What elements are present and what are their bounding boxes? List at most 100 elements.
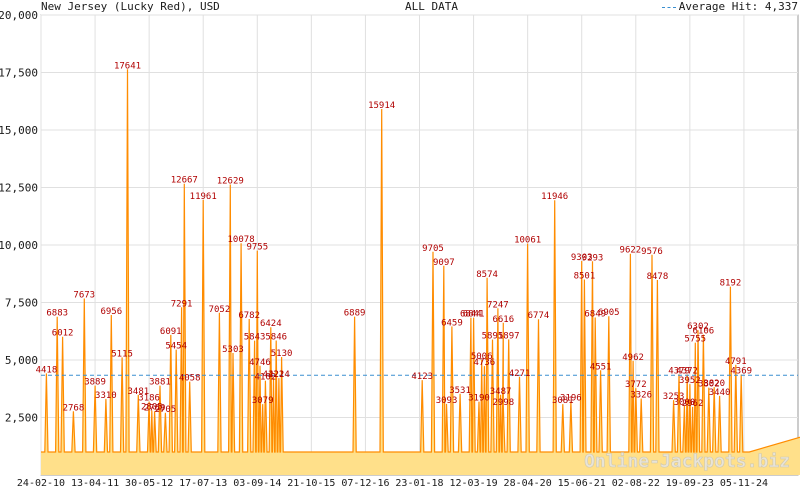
y-tick-label: 5,000 bbox=[5, 354, 38, 367]
range-label: ALL DATA bbox=[405, 0, 458, 13]
data-label: 4271 bbox=[509, 369, 531, 379]
data-label: 5755 bbox=[684, 335, 706, 345]
x-tick-label: 21-10-15 bbox=[287, 478, 335, 489]
x-tick-label: 05-11-24 bbox=[720, 478, 768, 489]
x-tick-label: 03-09-14 bbox=[233, 478, 281, 489]
data-label: 7673 bbox=[73, 291, 95, 301]
data-label: 6841 bbox=[463, 310, 485, 320]
y-tick-label: 10,000 bbox=[0, 239, 38, 252]
data-label: 9576 bbox=[641, 247, 663, 257]
data-label: 5897 bbox=[498, 331, 520, 341]
data-label: 4551 bbox=[590, 362, 612, 372]
chart-title: New Jersey (Lucky Red), USD bbox=[41, 0, 220, 13]
x-tick-label: 07-12-16 bbox=[341, 478, 389, 489]
data-label: 4746 bbox=[249, 358, 271, 368]
data-label: 3772 bbox=[625, 380, 647, 390]
data-label: 9097 bbox=[433, 258, 455, 268]
data-label: 4058 bbox=[179, 374, 201, 384]
data-label: 3310 bbox=[95, 391, 117, 401]
data-label: 3326 bbox=[630, 391, 652, 401]
data-label: 4372 bbox=[676, 366, 698, 376]
x-tick-label: 02-08-22 bbox=[612, 478, 660, 489]
data-label: 3196 bbox=[560, 393, 582, 403]
data-label: 4222 bbox=[263, 370, 285, 380]
data-label: 3481 bbox=[127, 387, 149, 397]
data-label: 8478 bbox=[647, 272, 669, 282]
legend: Average Hit: 4,337 bbox=[661, 0, 798, 14]
data-label: 2768 bbox=[63, 403, 85, 413]
data-label: 5130 bbox=[271, 349, 293, 359]
data-label: 4102 bbox=[255, 373, 277, 383]
watermark: Online-Jackpots.biz bbox=[584, 451, 790, 472]
data-label: 6302 bbox=[687, 322, 709, 332]
y-tick-label: 7,500 bbox=[5, 297, 38, 310]
data-label: 4791 bbox=[725, 357, 747, 367]
x-tick-label: 30-05-12 bbox=[125, 478, 173, 489]
data-label: 5454 bbox=[165, 342, 187, 352]
data-label: 3487 bbox=[490, 387, 512, 397]
jackpot-line bbox=[41, 69, 800, 453]
x-tick-label: 12-03-19 bbox=[449, 478, 497, 489]
x-tick-label: 17-07-13 bbox=[179, 478, 227, 489]
data-label: 7291 bbox=[171, 299, 193, 309]
data-label: 4736 bbox=[474, 358, 496, 368]
data-label: 5115 bbox=[111, 349, 133, 359]
data-label: 5303 bbox=[222, 345, 244, 355]
data-label: 11961 bbox=[190, 192, 217, 202]
data-label: 2769 bbox=[144, 403, 166, 413]
y-tick-label: 17,500 bbox=[0, 67, 38, 80]
y-tick-label: 12,500 bbox=[0, 182, 38, 195]
y-tick-label: 15,000 bbox=[0, 124, 38, 137]
data-label: 9303 bbox=[571, 253, 593, 263]
data-label: 8574 bbox=[476, 270, 498, 280]
data-label: 6883 bbox=[46, 309, 68, 319]
data-label: 2962 bbox=[682, 399, 704, 409]
x-tick-label: 23-01-18 bbox=[395, 478, 443, 489]
data-label: 6459 bbox=[441, 318, 463, 328]
data-label: 4379 bbox=[668, 366, 690, 376]
data-label: 10078 bbox=[228, 235, 255, 245]
x-tick-label: 13-04-11 bbox=[71, 478, 119, 489]
data-label: 17641 bbox=[114, 61, 141, 71]
data-label: 8192 bbox=[720, 279, 742, 289]
data-label: 9293 bbox=[582, 253, 604, 263]
data-label: 6012 bbox=[52, 329, 74, 339]
data-label: 11946 bbox=[541, 192, 568, 202]
data-label: 3253 bbox=[663, 392, 685, 402]
data-label: 6782 bbox=[238, 311, 260, 321]
data-label: 6844 bbox=[460, 310, 482, 320]
data-label: 6106 bbox=[693, 327, 715, 337]
data-label: 10061 bbox=[514, 236, 541, 246]
data-label: 5891 bbox=[482, 332, 504, 342]
y-tick-label: 20,000 bbox=[0, 9, 38, 22]
data-label: 6424 bbox=[260, 319, 282, 329]
data-label: 4214 bbox=[268, 370, 290, 380]
data-label: 9622 bbox=[620, 246, 642, 256]
data-label: 4369 bbox=[730, 367, 752, 377]
data-label: 7052 bbox=[209, 305, 231, 315]
data-label: 2805 bbox=[141, 402, 163, 412]
data-label: 3881 bbox=[149, 378, 171, 388]
data-label: 6774 bbox=[528, 311, 550, 321]
data-label: 3000 bbox=[674, 398, 696, 408]
data-label: 3190 bbox=[468, 394, 490, 404]
data-label: 6849 bbox=[584, 309, 606, 319]
data-label: 3093 bbox=[436, 396, 458, 406]
data-label: 6889 bbox=[344, 309, 366, 319]
data-label: 4123 bbox=[411, 372, 433, 382]
data-label: 7247 bbox=[487, 300, 509, 310]
data-label: 8501 bbox=[574, 271, 596, 281]
data-label: 3079 bbox=[252, 396, 274, 406]
data-label: 4418 bbox=[36, 365, 58, 375]
data-label: 3081 bbox=[552, 396, 574, 406]
data-label: 6956 bbox=[100, 307, 122, 317]
data-label: 4962 bbox=[622, 353, 644, 363]
x-tick-label: 28-04-20 bbox=[504, 478, 552, 489]
data-label: 5843 bbox=[244, 333, 266, 343]
data-label: 3440 bbox=[709, 388, 731, 398]
data-label: 3820 bbox=[703, 379, 725, 389]
average-line-swatch bbox=[661, 6, 676, 8]
data-label: 12667 bbox=[171, 176, 198, 186]
